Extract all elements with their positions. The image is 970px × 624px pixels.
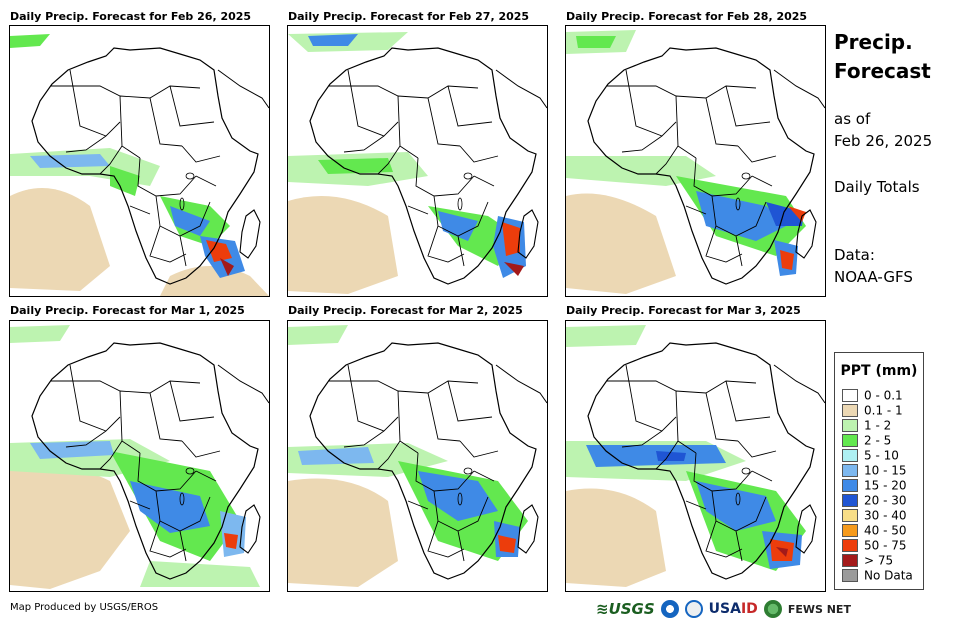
legend-row: > 75: [842, 553, 894, 568]
legend-label: No Data: [864, 568, 913, 583]
credit-text: Map Produced by USGS/EROS: [10, 602, 159, 613]
logo-strip: ≋USGS USAID FEWS NET: [596, 598, 851, 620]
data-source-text: Data: NOAA-GFS: [834, 244, 913, 288]
legend-swatch: [842, 434, 858, 447]
asof-text: as of Feb 26, 2025: [834, 108, 932, 152]
legend-swatch: [842, 389, 858, 402]
legend-swatch: [842, 509, 858, 522]
panel-title-feb26: Daily Precip. Forecast for Feb 26, 2025: [10, 10, 252, 23]
legend-label: 20 - 30: [864, 493, 907, 508]
map-mar3-graphic: [566, 325, 825, 587]
legend-row: 1 - 2: [842, 418, 892, 433]
side-title: Precip. Forecast: [834, 28, 931, 86]
legend-label: 0 - 0.1: [864, 388, 903, 403]
panel-title-mar3: Daily Precip. Forecast for Mar 3, 2025: [566, 304, 801, 317]
legend-row: 5 - 10: [842, 448, 899, 463]
legend-label: 15 - 20: [864, 478, 907, 493]
legend-swatch: [842, 539, 858, 552]
map-mar3: [565, 320, 826, 592]
panel-title-feb27: Daily Precip. Forecast for Feb 27, 2025: [288, 10, 530, 23]
map-feb26: [9, 25, 270, 297]
noaa-logo-icon: [660, 600, 679, 618]
legend-title: PPT (mm): [840, 363, 918, 379]
asof-line1: as of: [834, 110, 871, 128]
state-seal-icon: [684, 600, 703, 618]
data-source-line2: NOAA-GFS: [834, 268, 913, 286]
legend-row: 30 - 40: [842, 508, 907, 523]
map-mar1-graphic: [10, 325, 269, 589]
panel-title-feb28: Daily Precip. Forecast for Feb 28, 2025: [566, 10, 808, 23]
legend-label: 5 - 10: [864, 448, 899, 463]
legend-swatch: [842, 449, 858, 462]
map-feb28-graphic: [566, 30, 825, 294]
legend-swatch: [842, 494, 858, 507]
legend-label: 50 - 75: [864, 538, 907, 553]
fews-globe-icon: [763, 600, 782, 618]
legend-label: 40 - 50: [864, 523, 907, 538]
daily-totals-text: Daily Totals: [834, 178, 920, 196]
legend-label: 10 - 15: [864, 463, 907, 478]
side-title-line2: Forecast: [834, 59, 931, 83]
legend-row: 20 - 30: [842, 493, 907, 508]
legend-row: 2 - 5: [842, 433, 892, 448]
legend-label: 1 - 2: [864, 418, 892, 433]
legend-row: 40 - 50: [842, 523, 907, 538]
legend-swatch: [842, 524, 858, 537]
data-source-line1: Data:: [834, 246, 875, 264]
legend-swatch: [842, 554, 858, 567]
legend-swatch: [842, 464, 858, 477]
map-feb27-graphic: [288, 32, 547, 294]
legend-row: 10 - 15: [842, 463, 907, 478]
panel-title-mar2: Daily Precip. Forecast for Mar 2, 2025: [288, 304, 523, 317]
panel-title-mar1: Daily Precip. Forecast for Mar 1, 2025: [10, 304, 245, 317]
map-mar2-graphic: [288, 325, 547, 587]
legend-label: 2 - 5: [864, 433, 892, 448]
legend-row: 15 - 20: [842, 478, 907, 493]
legend-label: 0.1 - 1: [864, 403, 903, 418]
map-feb28: [565, 25, 826, 297]
map-mar1: [9, 320, 270, 592]
legend-row: 0.1 - 1: [842, 403, 903, 418]
legend-label: 30 - 40: [864, 508, 907, 523]
legend-row: 50 - 75: [842, 538, 907, 553]
legend-swatch: [842, 404, 858, 417]
legend-label: > 75: [864, 553, 894, 568]
legend-swatch: [842, 479, 858, 492]
fews-net-logo: FEWS NET: [787, 602, 851, 616]
usaid-logo-part1: USA: [708, 601, 741, 617]
usaid-logo: USAID: [709, 601, 758, 617]
map-feb27: [287, 25, 548, 297]
usaid-logo-part2: ID: [740, 601, 758, 617]
legend-swatch: [842, 419, 858, 432]
map-mar2: [287, 320, 548, 592]
asof-line2: Feb 26, 2025: [834, 132, 933, 150]
side-title-line1: Precip.: [834, 30, 913, 54]
legend-swatch: [842, 569, 858, 582]
usgs-logo: ≋USGS: [596, 600, 655, 618]
map-feb26-graphic: [10, 34, 269, 296]
legend-row: No Data: [842, 568, 913, 583]
legend-row: 0 - 0.1: [842, 388, 903, 403]
